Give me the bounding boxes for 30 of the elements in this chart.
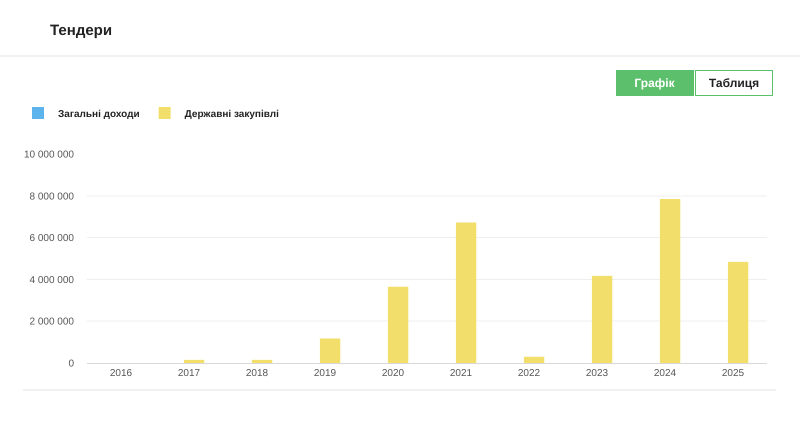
text: Таблиця [708, 76, 760, 90]
bar [660, 198, 680, 363]
bar [252, 360, 272, 363]
x-tick-label: 2022 [518, 368, 541, 379]
y-tick-label: 6 000 000 [30, 233, 74, 244]
chart-title: Тендери [50, 22, 112, 39]
x-tick-label: 2018 [246, 368, 269, 379]
bar [524, 356, 544, 363]
legend-label: Загальні доходи [58, 108, 140, 120]
text: Графік [634, 76, 676, 90]
bar [592, 276, 612, 363]
x-tick-label: 2017 [178, 368, 201, 379]
bar [388, 286, 408, 363]
bar [728, 262, 748, 363]
y-tick-label: 10 000 000 [24, 150, 74, 160]
x-tick-label: 2024 [654, 368, 677, 379]
y-tick-label: 4 000 000 [30, 274, 74, 286]
legend-label: Державні закупівлі [184, 108, 280, 120]
y-tick-label: 2 000 000 [30, 316, 74, 328]
x-tick-label: 2016 [110, 368, 133, 379]
x-tick-label: 2020 [382, 368, 405, 379]
x-tick-label: 2021 [450, 368, 473, 379]
x-tick-label: 2023 [586, 368, 609, 379]
bar [456, 222, 476, 363]
y-tick-label: 8 000 000 [30, 191, 74, 202]
y-tick-label: 0 [68, 358, 74, 370]
x-tick-label: 2025 [722, 368, 745, 379]
bar [184, 360, 204, 363]
x-tick-label: 2019 [314, 368, 337, 379]
bar [320, 338, 340, 363]
